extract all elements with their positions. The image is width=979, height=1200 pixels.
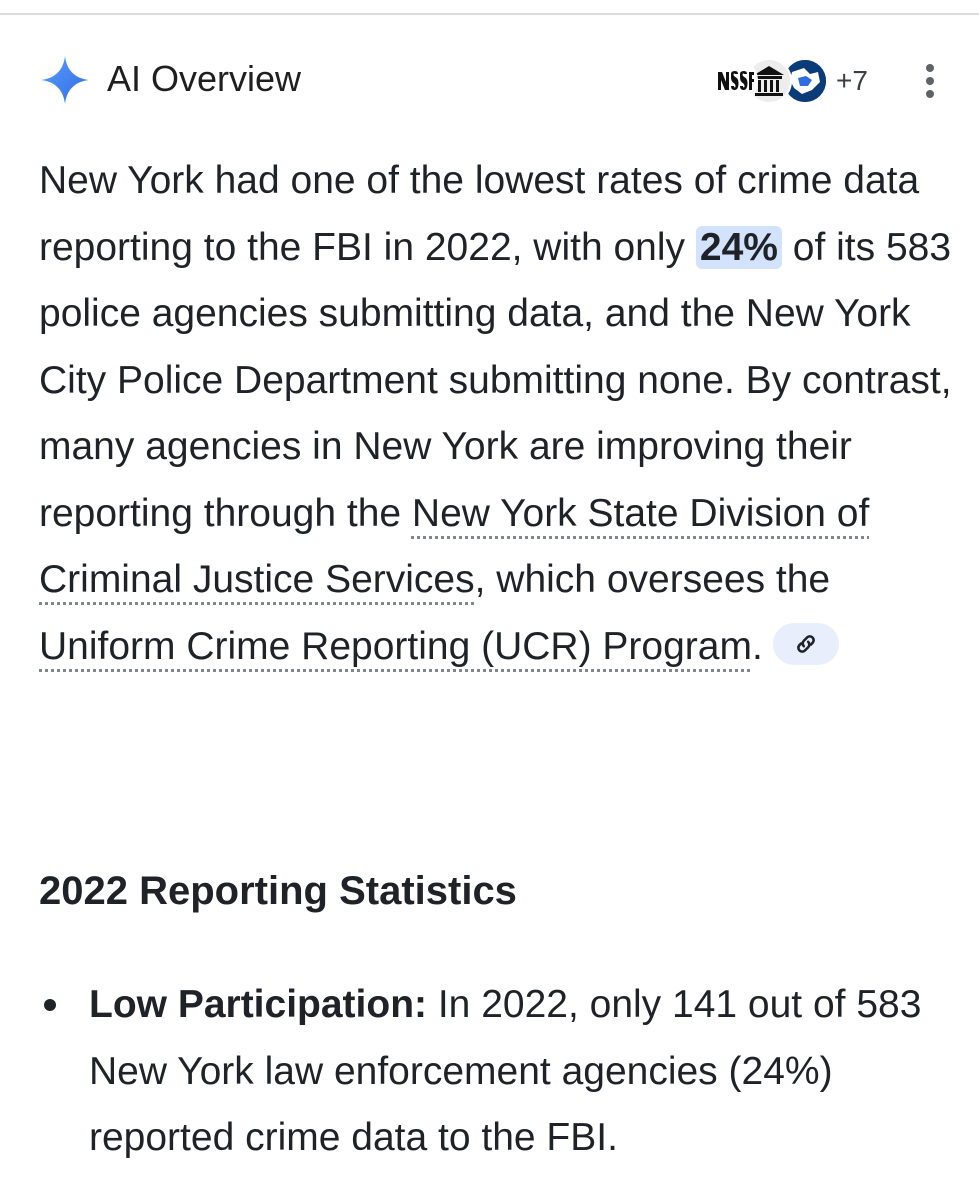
- nssf-logo-icon[interactable]: [712, 58, 758, 104]
- source-link-chip[interactable]: [772, 623, 839, 666]
- dcjs-link[interactable]: New York State Division of Criminal Just…: [39, 491, 870, 602]
- overview-text: , which oversees the: [474, 558, 831, 601]
- more-options-icon[interactable]: [920, 64, 940, 98]
- list-item: Low Participation: In 2022, only 141 out…: [39, 972, 959, 1172]
- more-sources-count[interactable]: +7: [836, 65, 868, 96]
- ai-overview-title: AI Overview: [107, 58, 302, 99]
- overview-text: New York had one of the lowest rates of …: [39, 159, 920, 269]
- overview-text: .: [751, 624, 763, 668]
- statistics-list: Low Participation: In 2022, only 141 out…: [39, 972, 959, 1172]
- overview-text: of its 583 police agencies submitting da…: [39, 225, 952, 535]
- source-favicons[interactable]: [712, 58, 830, 106]
- state-map-icon[interactable]: [782, 58, 828, 104]
- bullet-label: Low Participation:: [89, 983, 428, 1026]
- bullet-text: In 2022, only 141 out of 583 New York la…: [89, 983, 922, 1159]
- ucr-program-link[interactable]: Uniform Crime Reporting (UCR) Program: [39, 624, 752, 668]
- ai-sparkle-icon: [41, 56, 89, 104]
- ai-overview-header: AI Overview: [0, 46, 979, 116]
- section-heading: 2022 Reporting Statistics: [39, 869, 517, 913]
- bullet-icon: [44, 999, 56, 1011]
- highlighted-stat[interactable]: 24%: [695, 225, 782, 269]
- top-divider: [0, 13, 979, 15]
- overview-paragraph: New York had one of the lowest rates of …: [39, 148, 959, 680]
- link-icon: [796, 635, 815, 654]
